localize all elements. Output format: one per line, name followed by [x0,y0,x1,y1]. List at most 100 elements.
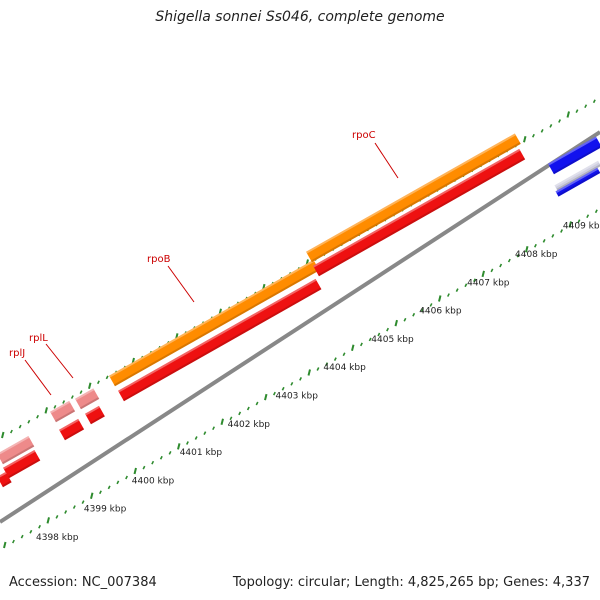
outer-tick [584,104,588,109]
gene-leader-line [374,142,399,179]
inner-tick-track [3,209,598,549]
inner-tick [516,253,520,258]
inner-tick [238,411,242,416]
gene-rplJ-pink [50,400,76,423]
inner-tick [81,500,85,504]
inner-tick [525,245,529,253]
topology-text: Topology: circular; Length: 4,825,265 bp… [232,575,590,590]
outer-tick [531,133,535,138]
inner-tick [116,480,120,485]
inner-tick [264,393,268,401]
gene-leader-line [24,359,52,396]
outer-tick [558,119,562,123]
axis-labels: 4398 kbp 4399 kbp 4400 kbp 4401 kbp 4402 kbp… [36,222,600,543]
outer-tick [96,380,100,385]
inner-tick [438,295,442,302]
gene-right-blue-2 [555,167,600,197]
inner-tick [90,492,94,499]
axis-label: 4402 kbp [228,420,271,430]
outer-tick [1,431,5,439]
outer-tick [27,419,31,424]
gene-left-red [3,450,41,479]
outer-tick [105,375,109,380]
axis-label: 4401 kbp [180,448,223,458]
inner-tick [386,327,390,332]
inner-tick [142,465,146,470]
inner-tick [64,510,68,514]
inner-tick [568,221,572,228]
outer-tick [540,128,544,133]
outer-tick [79,390,83,394]
inner-tick [351,344,355,352]
inner-tick [412,312,416,317]
inner-tick [38,524,42,529]
map-title: Shigella sonnei Ss046, complete genome [155,9,445,25]
inner-tick [107,485,111,490]
outer-tick [62,400,66,404]
inner-tick [11,539,15,544]
inner-tick [394,319,398,327]
inner-tick [307,369,311,376]
feature-track [0,133,600,488]
inner-tick [420,308,424,312]
inner-tick [481,270,485,278]
inner-tick [55,515,59,519]
inner-tick [212,426,216,431]
inner-tick [46,517,50,524]
inner-tick [551,234,555,238]
inner-tick [507,258,511,263]
axis-label: 4409 kbp [563,222,600,232]
gene-rpoB-red [118,278,322,402]
outer-tick [592,99,596,104]
gene-edge-red [0,471,12,488]
axis-label: 4406 kbp [419,307,462,317]
inner-tick [98,490,102,495]
inner-tick [246,406,250,411]
outer-tick [18,424,22,429]
axis-label: 4399 kbp [84,505,127,515]
gene-label: rpoC [352,130,376,141]
gene-rpoB-orange [109,259,320,387]
inner-tick [342,352,346,357]
outer-tick [70,395,74,399]
gene-rpoC-orange [306,133,521,263]
gene-rplL-pink [75,388,100,410]
inner-tick [560,229,564,233]
inner-tick [151,460,155,465]
outer-tick [88,382,92,389]
inner-tick [229,416,233,421]
gene-right-blue [548,136,600,175]
inner-tick [272,391,276,396]
outer-tick [36,414,40,419]
inner-tick [125,475,129,480]
inner-tick [490,268,494,273]
inner-tick [586,214,590,219]
inner-tick [333,357,337,362]
inner-tick [3,541,7,549]
inner-tick [290,381,294,386]
inner-tick [220,418,224,425]
axis-label: 4404 kbp [323,363,366,373]
outer-tick [566,111,570,118]
outer-tick [9,429,13,434]
inner-tick [542,238,546,243]
axis-label: 4405 kbp [371,335,414,345]
inner-tick [177,443,181,450]
outer-tick [53,405,57,409]
inner-tick [499,263,503,268]
gene-leader-line [45,343,74,379]
inner-tick [299,377,303,381]
inner-tick [316,367,320,371]
gene-rpoC-red [313,148,526,277]
gene-left-pink [0,436,35,465]
inner-tick [159,455,163,460]
gene-rplJ-red [59,418,85,441]
inner-tick [185,441,189,445]
genome-backbone [0,130,600,524]
outer-tick [44,407,48,414]
gene-leader-line [167,265,195,303]
backbone-line [0,130,600,524]
inner-tick [194,436,198,440]
gene-labels: rpoC rpoB rplL rplJ [9,130,399,396]
